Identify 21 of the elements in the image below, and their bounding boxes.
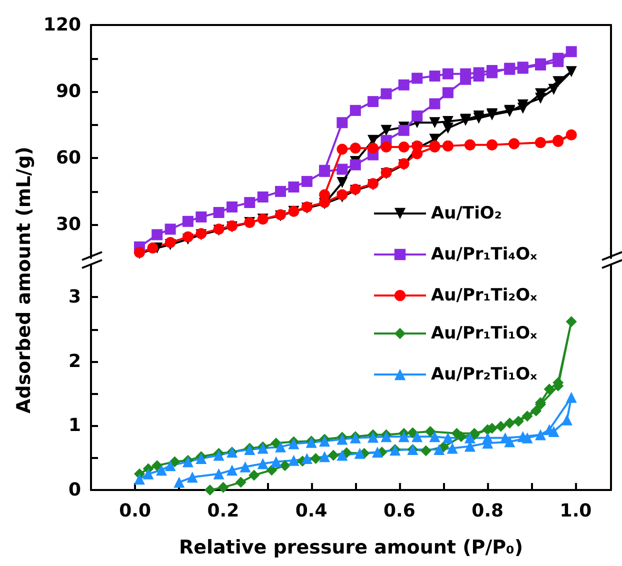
x-tick-label: 0.8 [472,500,504,522]
y-tick-label: 2 [68,350,81,372]
y-tick-label: 30 [56,214,81,236]
legend-label: Au/Pr₁Ti₁Oₓ [431,324,538,344]
legend-label: Au/TiO₂ [431,204,502,224]
x-tick-label: 1.0 [560,500,592,522]
y-tick-label: 0 [68,480,81,500]
x-tick-label: 0.0 [119,500,152,522]
x-tick-label: 0.6 [384,500,416,522]
y-tick-label: 90 [56,81,81,102]
y-tick-label: 120 [43,14,81,36]
y-tick-label: 3 [68,286,81,308]
legend-label: Au/Pr₁Ti₄Oₓ [431,244,538,264]
x-tick-label: 0.4 [295,500,328,522]
x-tick-label: 0.2 [207,500,240,522]
x-axis-title: Relative pressure amount (P/P₀) [178,536,524,558]
y-tick-label: 60 [56,148,81,169]
y-tick-label: 1 [68,415,81,436]
y-axis-title: Adsorbed amount (mL/g) [13,146,35,414]
legend-label: Au/Pr₁Ti₂Oₓ [431,286,538,306]
legend-label: Au/Pr₂Ti₁Oₓ [431,364,538,384]
